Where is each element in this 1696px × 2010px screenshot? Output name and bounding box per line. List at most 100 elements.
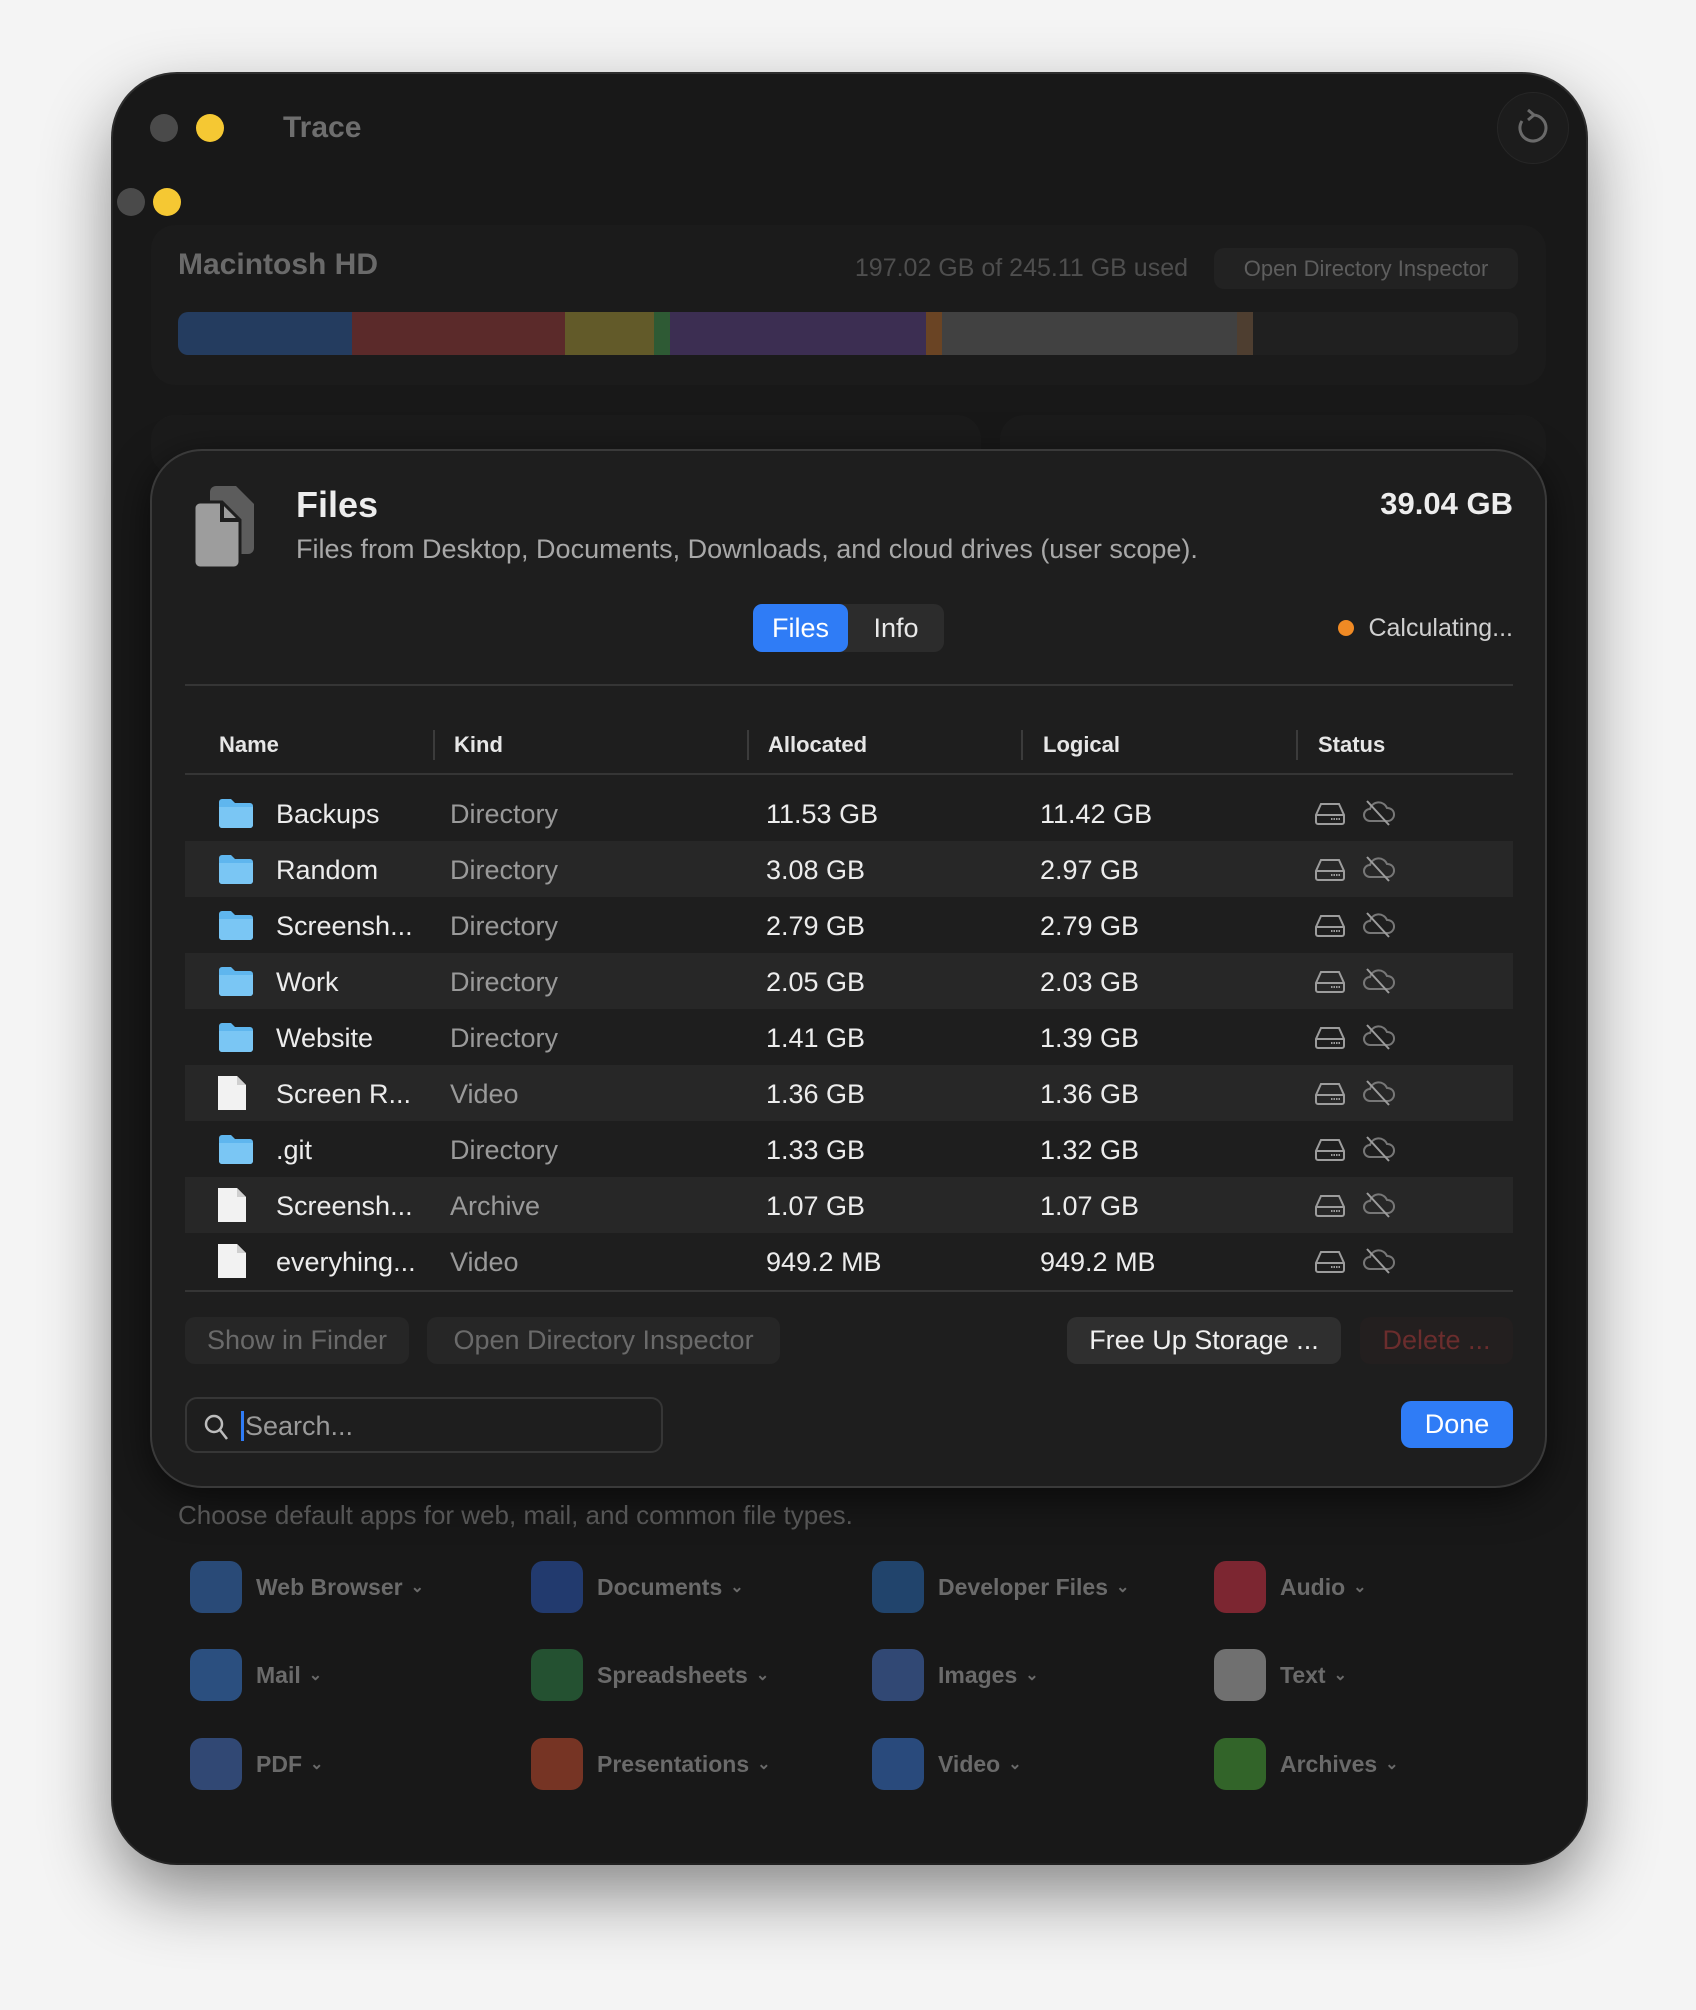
- column-separator: [433, 730, 435, 760]
- free-up-storage-button[interactable]: Free Up Storage ...: [1067, 1317, 1341, 1364]
- chevron-down-icon: ⌄: [1025, 1667, 1039, 1684]
- default-app-picker[interactable]: Web Browser ⌄: [190, 1561, 424, 1613]
- table-row[interactable]: everyhing... Video 949.2 MB 949.2 MB: [185, 1233, 1513, 1289]
- tab-info[interactable]: Info: [873, 612, 919, 643]
- local-disk-icon: [1314, 1026, 1346, 1057]
- default-app-picker[interactable]: Images ⌄: [872, 1649, 1039, 1701]
- row-allocated: 1.33 GB: [766, 1135, 866, 1165]
- default-app-picker[interactable]: Mail ⌄: [190, 1649, 322, 1701]
- disk-segment[interactable]: [565, 312, 654, 355]
- open-directory-inspector-button[interactable]: Open Directory Inspector: [1214, 248, 1518, 289]
- refresh-button[interactable]: [1497, 92, 1569, 164]
- search-input[interactable]: [245, 1407, 645, 1445]
- row-name: Screen R...: [276, 1079, 412, 1109]
- local-disk-icon: [1314, 1082, 1346, 1113]
- disk-segment[interactable]: [1236, 312, 1253, 355]
- default-app-picker[interactable]: Documents ⌄: [531, 1561, 744, 1613]
- column-header-logical[interactable]: Logical: [1043, 732, 1121, 757]
- done-button[interactable]: Done: [1401, 1401, 1513, 1448]
- minimize-button[interactable]: [196, 114, 224, 142]
- chevron-down-icon: ⌄: [1385, 1756, 1399, 1773]
- row-allocated: 3.08 GB: [766, 855, 866, 885]
- chevron-down-icon: ⌄: [757, 1756, 771, 1773]
- table-row[interactable]: Screen R... Video 1.36 GB 1.36 GB: [185, 1065, 1513, 1121]
- app-icon: [190, 1649, 242, 1701]
- folder-icon: [217, 854, 255, 891]
- table-row[interactable]: Backups Directory 11.53 GB 11.42 GB: [185, 785, 1513, 841]
- search-icon: [204, 1414, 228, 1440]
- text-cursor: [241, 1411, 244, 1441]
- row-allocated: 1.07 GB: [766, 1191, 866, 1221]
- close-button[interactable]: [117, 188, 145, 216]
- row-allocated: 1.41 GB: [766, 1023, 866, 1053]
- delete-button[interactable]: Delete ...: [1360, 1317, 1513, 1364]
- disk-segment[interactable]: [352, 312, 566, 355]
- total-size: 39.04 GB: [1380, 486, 1513, 521]
- table-row[interactable]: Random Directory 3.08 GB 2.97 GB: [185, 841, 1513, 897]
- default-app-picker[interactable]: Developer Files ⌄: [872, 1561, 1129, 1613]
- disk-segment[interactable]: [178, 312, 353, 355]
- app-icon: [190, 1738, 242, 1790]
- refresh-icon: [1518, 109, 1548, 143]
- folder-icon: [217, 966, 255, 1003]
- default-app-picker[interactable]: Audio ⌄: [1214, 1561, 1367, 1613]
- chevron-down-icon: ⌄: [1333, 1667, 1347, 1684]
- row-name: Website: [276, 1023, 374, 1053]
- column-header-name[interactable]: Name: [219, 732, 279, 757]
- table-row[interactable]: Screensh... Directory 2.79 GB 2.79 GB: [185, 897, 1513, 953]
- close-button[interactable]: [150, 114, 178, 142]
- row-kind: Directory: [450, 855, 559, 885]
- disk-usage-bar: [178, 312, 1518, 355]
- files-icon: [194, 486, 254, 568]
- column-header-allocated[interactable]: Allocated: [768, 732, 868, 757]
- table-row[interactable]: Screensh... Archive 1.07 GB 1.07 GB: [185, 1177, 1513, 1233]
- default-app-picker[interactable]: Archives ⌄: [1214, 1738, 1399, 1790]
- app-icon: [1214, 1561, 1266, 1613]
- file-icon: [217, 1243, 247, 1286]
- disk-segment[interactable]: [653, 312, 670, 355]
- default-app-picker[interactable]: PDF ⌄: [190, 1738, 323, 1790]
- chevron-down-icon: ⌄: [308, 1667, 323, 1684]
- app-category-label: Documents: [597, 1573, 723, 1600]
- row-kind: Directory: [450, 911, 559, 941]
- view-segmented-control: Files Info: [753, 604, 944, 652]
- app-category-label: Video: [938, 1750, 1001, 1777]
- chevron-down-icon: ⌄: [410, 1579, 424, 1596]
- row-logical: 11.42 GB: [1040, 799, 1153, 829]
- cloud-off-icon: [1362, 911, 1396, 946]
- column-separator: [747, 730, 749, 760]
- row-logical: 1.07 GB: [1040, 1191, 1140, 1221]
- default-app-picker[interactable]: Spreadsheets ⌄: [531, 1649, 769, 1701]
- minimize-button[interactable]: [153, 188, 181, 216]
- file-icon: [217, 1075, 247, 1118]
- disk-segment[interactable]: [941, 312, 1237, 355]
- row-name: .git: [276, 1135, 313, 1165]
- open-directory-inspector-button[interactable]: Open Directory Inspector: [427, 1317, 780, 1364]
- default-app-picker[interactable]: Text ⌄: [1214, 1649, 1347, 1701]
- app-icon: [190, 1561, 242, 1613]
- show-in-finder-button[interactable]: Show in Finder: [185, 1317, 409, 1364]
- column-header-status[interactable]: Status: [1318, 732, 1386, 757]
- tab-files[interactable]: Files: [753, 604, 848, 652]
- row-name: Screensh...: [276, 1191, 413, 1221]
- column-header-kind[interactable]: Kind: [454, 732, 503, 757]
- folder-icon: [217, 798, 255, 835]
- row-name: everyhing...: [276, 1247, 416, 1277]
- local-disk-icon: [1314, 970, 1346, 1001]
- table-row[interactable]: .git Directory 1.33 GB 1.32 GB: [185, 1121, 1513, 1177]
- disk-segment[interactable]: [669, 312, 926, 355]
- search-field[interactable]: [185, 1397, 663, 1453]
- default-app-picker[interactable]: Presentations ⌄: [531, 1738, 771, 1790]
- chevron-down-icon: ⌄: [1116, 1579, 1130, 1596]
- default-app-picker[interactable]: Video ⌄: [872, 1738, 1022, 1790]
- app-category-label: Developer Files: [938, 1573, 1109, 1600]
- file-icon: [217, 1187, 247, 1230]
- sheet-title: Files: [296, 484, 379, 525]
- disk-segment[interactable]: [925, 312, 942, 355]
- app-icon: [872, 1738, 924, 1790]
- folder-icon: [217, 1134, 255, 1171]
- table-row[interactable]: Website Directory 1.41 GB 1.39 GB: [185, 1009, 1513, 1065]
- app-category-label: Images: [938, 1661, 1018, 1688]
- table-row[interactable]: Work Directory 2.05 GB 2.03 GB: [185, 953, 1513, 1009]
- sheet-subtitle: Files from Desktop, Documents, Downloads…: [296, 534, 1198, 564]
